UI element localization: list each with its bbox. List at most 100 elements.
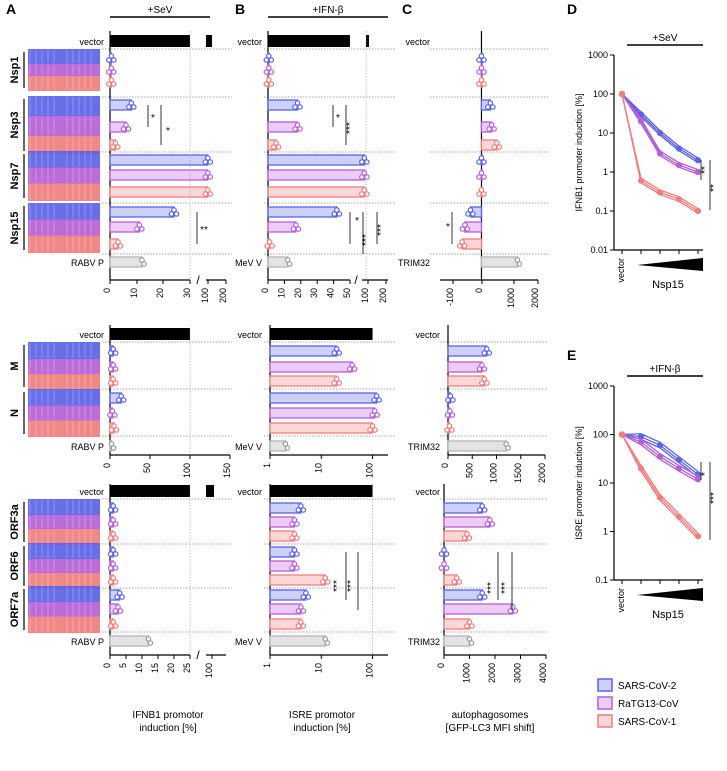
a3-vector-bar — [206, 485, 214, 497]
a3-point-orf7a — [115, 604, 121, 610]
b3-point-orf7a — [295, 608, 302, 614]
b2-point-n — [367, 427, 373, 433]
c2-point-n — [445, 397, 451, 403]
b1-point-nsp3 — [294, 100, 301, 106]
b1-tick-label: 200 — [378, 288, 388, 303]
b2-vector-bar — [270, 328, 373, 340]
b2-point-n — [372, 427, 378, 433]
a1-point-nsp15 — [139, 226, 145, 232]
a2-tick-label: 50 — [142, 463, 152, 473]
b1-point-nsp1 — [263, 57, 270, 63]
b1-sig: *** — [376, 224, 387, 236]
c1-point-nsp1 — [478, 53, 485, 59]
b3-control-label: MeV V — [235, 637, 262, 647]
b1-tick-label: 0 — [260, 288, 270, 293]
c1-point-nsp3 — [487, 100, 494, 106]
b1-point-nsp1 — [263, 81, 270, 87]
b3-point-orf7a — [300, 608, 307, 614]
a3-axis-break: / — [196, 648, 200, 662]
blot-strip-nsp15-sars-cov-2 — [28, 203, 100, 220]
b2-point-m — [349, 362, 355, 368]
c3-control-label: TRIM32 — [408, 637, 440, 647]
b1-point-nsp1 — [268, 81, 275, 87]
c2-tick-label: 1000 — [489, 463, 499, 483]
c2-point-n — [447, 393, 454, 399]
b1-point-nsp15 — [269, 243, 275, 249]
a1-point-nsp3 — [125, 126, 132, 132]
legend-label-ratg13-cov: RaTG13-CoV — [618, 699, 679, 710]
b1-vector-label: vector — [237, 37, 262, 47]
d-point-sars-cov-1 — [656, 189, 664, 196]
blot-strip-m-sars-cov-2 — [28, 342, 100, 359]
e-y-tick-label: 1000 — [588, 381, 608, 391]
header-b-ifn: +IFN-β — [312, 5, 343, 16]
c1-point-nsp15 — [459, 226, 466, 232]
c3-sig: *** — [486, 582, 497, 594]
b1-point-nsp15 — [334, 207, 340, 213]
c3-point-orf3a — [489, 521, 496, 527]
e-y-tick-label: 1 — [603, 527, 608, 537]
legend-swatch-sars-cov-1 — [597, 714, 613, 728]
b3-bar-orf7a-sars-cov-2 — [269, 589, 307, 601]
c1-point-nsp15 — [470, 211, 476, 217]
c1-point-nsp15 — [464, 226, 471, 232]
d-y-tick-label: 1 — [603, 167, 608, 177]
b1-point-nsp7 — [359, 191, 365, 197]
d-point-sars-cov-2 — [656, 129, 664, 137]
a2-point-m — [110, 376, 117, 382]
b1-bar-nsp15-sars-cov-2 — [267, 206, 338, 218]
c3-point-orf7a — [464, 623, 470, 629]
c3-point-orf6 — [441, 561, 447, 567]
legend-label-sars-cov-2: SARS-CoV-2 — [618, 681, 677, 692]
a3-tick-label: 5 — [118, 663, 128, 668]
c3-bar-orf7a-sars-cov-2 — [443, 589, 483, 601]
c1-bar-control — [480, 256, 519, 268]
b3-point-control — [324, 640, 331, 646]
b3-point-orf3a — [298, 503, 304, 509]
d-point-ratg13-cov — [637, 118, 645, 125]
c3-bar-orf7a-ratg13-cov — [443, 603, 514, 615]
c2-bar-m-sars-cov-1 — [447, 375, 486, 387]
panel-letter-b: B — [235, 1, 245, 17]
a1-point-control — [141, 261, 147, 267]
a1-point-nsp15 — [134, 226, 140, 232]
d-title: +SeV — [653, 33, 678, 44]
b3-point-orf7a — [303, 590, 309, 596]
c1-tick-label: 2000 — [530, 288, 540, 308]
c3-point-orf3a — [487, 517, 493, 523]
axis-title-b-line1: ISRE promotor — [289, 710, 356, 721]
blot-strip-orf7a-ratg13-cov — [28, 602, 100, 617]
a1-vector-bar — [110, 35, 190, 47]
c2-point-m — [486, 350, 493, 356]
c2-point-n — [450, 397, 456, 403]
a2-point-m — [110, 346, 117, 352]
a2-point-m — [110, 362, 117, 368]
protein-label-nsp7: Nsp7 — [9, 163, 21, 190]
c2-point-control — [505, 445, 512, 451]
b1-bar-nsp7-sars-cov-2 — [267, 154, 366, 166]
blot-strip-n-sars-cov-2 — [28, 389, 100, 406]
b2-bar-n-sars-cov-2 — [269, 392, 378, 404]
b1-point-control — [286, 261, 293, 267]
a3-point-orf6 — [110, 547, 117, 553]
a3-control-label: RABV P — [71, 637, 104, 647]
a1-point-nsp7 — [202, 159, 209, 165]
a1-bar-nsp7-sars-cov-2 — [109, 154, 209, 166]
a2-point-n — [112, 412, 118, 418]
a2-point-m — [112, 380, 119, 386]
b2-vector-label: vector — [237, 330, 262, 340]
legend-swatch-sars-cov-2 — [597, 678, 613, 692]
b1-point-nsp1 — [268, 57, 275, 63]
b1-bar-nsp7-ratg13-cov — [267, 169, 366, 181]
a1-tick-label: 30 — [182, 288, 192, 298]
a1-point-nsp7 — [202, 191, 209, 197]
e-y-label: ISRE promoter induction [%] — [574, 426, 584, 540]
e-sig: * — [700, 472, 711, 476]
blot-strip-nsp3-ratg13-cov — [28, 116, 100, 136]
c2-point-n — [449, 427, 455, 433]
c3-point-orf7a — [512, 608, 519, 614]
c1-point-nsp3 — [491, 144, 498, 150]
c1-point-nsp7 — [478, 187, 485, 193]
a3-tick-label: 20 — [166, 663, 176, 673]
